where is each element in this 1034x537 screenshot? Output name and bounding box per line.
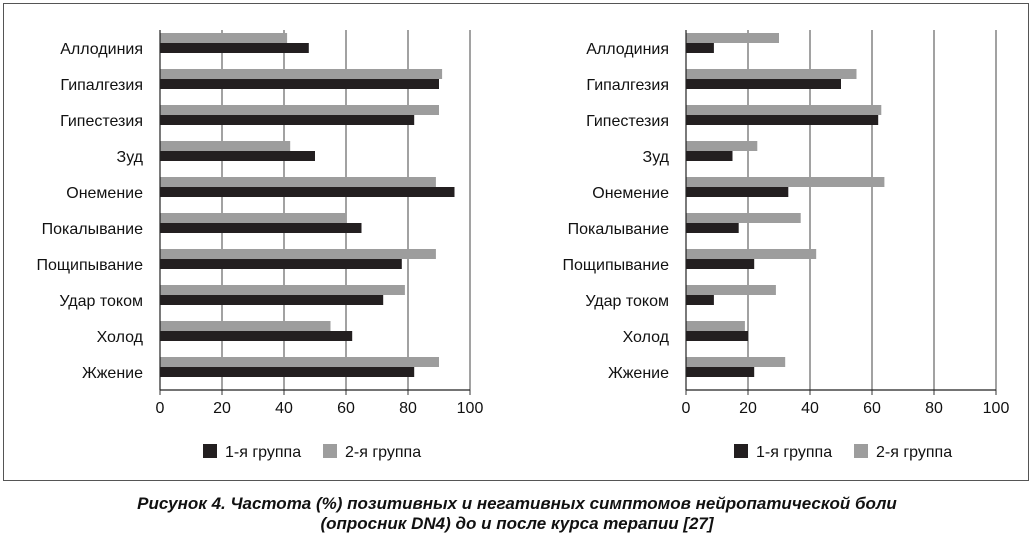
figure-caption-line-1: Рисунок 4. Частота (%) позитивных и нега…	[137, 494, 897, 513]
legend-label-1: 1-я группа	[225, 444, 301, 461]
legend-swatch-1	[203, 444, 217, 458]
legend-swatch-2	[854, 444, 868, 458]
bar-group2	[686, 141, 758, 151]
bar-group1	[686, 187, 789, 197]
bar-group1	[160, 151, 315, 161]
bar-group1	[686, 367, 755, 377]
bar-group2	[160, 177, 436, 187]
x-tick-label-40: 40	[801, 400, 819, 417]
category-label: Аллодиния	[586, 41, 669, 58]
bar-group1	[686, 295, 714, 305]
category-label: Зуд	[117, 149, 144, 166]
bar-group2	[160, 321, 331, 331]
x-tick-label-20: 20	[739, 400, 757, 417]
bar-group1	[686, 151, 733, 161]
chart-2: 0 20 40 60 80 100 Аллодиния Гипалгезия Гипестези…	[562, 30, 1009, 461]
category-label: Покалывание	[42, 221, 143, 238]
bar-group1	[160, 187, 455, 197]
bar-group2	[160, 33, 288, 43]
legend-swatch-1	[734, 444, 748, 458]
bar-group1	[160, 79, 439, 89]
x-tick-label-80: 80	[925, 400, 943, 417]
category-label: Холод	[97, 329, 144, 346]
bar-group1	[686, 79, 841, 89]
bar-group1	[686, 115, 879, 125]
figure-caption-line-2: (опросник DN4) до и после курса терапии …	[320, 514, 714, 533]
legend-label-2: 2-я группа	[876, 444, 952, 461]
category-label: Гипестезия	[60, 113, 143, 130]
legend-swatch-2	[323, 444, 337, 458]
bar-group2	[686, 321, 745, 331]
category-label: Пощипывание	[36, 257, 143, 274]
category-label: Гипалгезия	[586, 77, 669, 94]
bar-group1	[160, 259, 402, 269]
category-label: Пощипывание	[562, 257, 669, 274]
legend-label-2: 2-я группа	[345, 444, 421, 461]
x-tick-label-0: 0	[156, 400, 165, 417]
bar-group2	[160, 141, 291, 151]
figure-frame	[3, 3, 1029, 481]
x-tick-label-60: 60	[863, 400, 881, 417]
bar-group2	[160, 285, 405, 295]
charts-canvas: 0 20 40 60 80 100 Аллодиния Гипалгезия Гипестези…	[36, 30, 1009, 461]
bar-group1	[160, 223, 362, 233]
bar-group2	[686, 213, 801, 223]
bar-group2	[160, 357, 439, 367]
category-label: Удар током	[59, 293, 143, 310]
bar-group2	[160, 249, 436, 259]
category-label: Жжение	[82, 365, 143, 382]
bar-group1	[160, 295, 384, 305]
bar-group2	[686, 177, 885, 187]
bar-group1	[160, 43, 309, 53]
category-label: Гипестезия	[586, 113, 669, 130]
legend-label-1: 1-я группа	[756, 444, 832, 461]
x-tick-label-60: 60	[337, 400, 355, 417]
category-label: Покалывание	[568, 221, 669, 238]
bar-group2	[686, 105, 882, 115]
bar-group2	[686, 249, 817, 259]
bar-group1	[686, 43, 714, 53]
bar-group2	[686, 357, 786, 367]
x-tick-label-40: 40	[275, 400, 293, 417]
bar-group1	[160, 367, 415, 377]
bar-group2	[686, 285, 776, 295]
x-tick-label-20: 20	[213, 400, 231, 417]
category-label: Зуд	[643, 149, 670, 166]
category-label: Холод	[623, 329, 670, 346]
chart-1: 0 20 40 60 80 100 Аллодиния Гипалгезия Гипестези…	[36, 30, 483, 461]
category-label: Гипалгезия	[60, 77, 143, 94]
bar-group1	[686, 223, 739, 233]
bar-group1	[686, 259, 755, 269]
category-label: Онемение	[592, 185, 669, 202]
category-label: Онемение	[66, 185, 143, 202]
x-tick-label-100: 100	[457, 400, 484, 417]
bar-group2	[686, 33, 779, 43]
x-tick-label-0: 0	[682, 400, 691, 417]
bar-group1	[686, 331, 748, 341]
bar-group1	[160, 331, 353, 341]
category-label: Жжение	[608, 365, 669, 382]
category-label: Аллодиния	[60, 41, 143, 58]
x-tick-label-100: 100	[983, 400, 1010, 417]
bar-group2	[686, 69, 857, 79]
bar-group2	[160, 105, 439, 115]
bar-group1	[160, 115, 415, 125]
bar-group2	[160, 213, 346, 223]
x-tick-label-80: 80	[399, 400, 417, 417]
bar-group2	[160, 69, 443, 79]
category-label: Удар током	[585, 293, 669, 310]
